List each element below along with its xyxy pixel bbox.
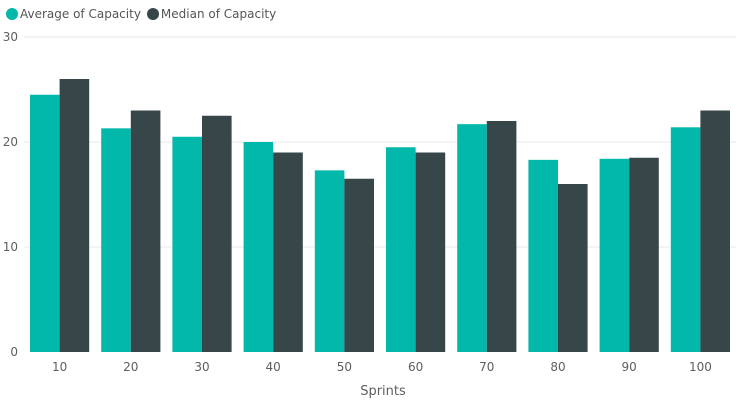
legend-item-median[interactable]: Median of Capacity: [146, 7, 277, 21]
bar-average-20[interactable]: [101, 128, 131, 352]
bar-average-40[interactable]: [243, 142, 274, 352]
bar-average-50[interactable]: [314, 170, 345, 352]
y-tick-label-10: 10: [3, 240, 18, 254]
y-axis-ticks: 0 10 20 30: [3, 30, 18, 359]
x-tick-label-30: 30: [194, 360, 209, 374]
bar-average-30[interactable]: [172, 136, 202, 352]
bar-median-60[interactable]: [415, 152, 446, 353]
bar-average-90[interactable]: [599, 158, 630, 352]
legend-dot-median: [146, 8, 159, 20]
bar-average-80[interactable]: [528, 159, 558, 352]
x-tick-label-70: 70: [479, 360, 494, 374]
legend: Average of Capacity Median of Capacity: [6, 5, 276, 23]
bar-average-70[interactable]: [457, 124, 487, 353]
bar-average-10[interactable]: [30, 94, 60, 352]
bar-average-100[interactable]: [670, 127, 701, 352]
bar-median-100[interactable]: [700, 110, 730, 353]
x-tick-label-50: 50: [337, 360, 352, 374]
y-tick-label-30: 30: [3, 30, 18, 44]
bar-median-30[interactable]: [202, 115, 232, 352]
bar-median-70[interactable]: [486, 121, 517, 352]
x-tick-label-80: 80: [550, 360, 565, 374]
x-tick-label-90: 90: [622, 360, 637, 374]
bar-average-60[interactable]: [386, 147, 416, 352]
legend-label-median: Median of Capacity: [160, 7, 277, 21]
legend-dot-average: [6, 8, 18, 20]
x-tick-label-100: 100: [689, 360, 712, 374]
legend-item-average[interactable]: Average of Capacity: [6, 7, 141, 21]
bars: [30, 79, 730, 353]
x-tick-label-20: 20: [123, 360, 138, 374]
bar-median-20[interactable]: [130, 110, 161, 353]
bar-median-90[interactable]: [629, 157, 659, 352]
bar-median-50[interactable]: [344, 178, 374, 352]
bar-median-80[interactable]: [558, 184, 588, 352]
legend-label-average: Average of Capacity: [20, 7, 141, 21]
x-axis-ticks: 10 20 30 40 50 60 70 80 90 100: [52, 360, 712, 374]
bar-median-10[interactable]: [59, 79, 90, 352]
x-axis-title: Sprints: [360, 384, 406, 399]
x-tick-label-40: 40: [266, 360, 281, 374]
x-tick-label-10: 10: [52, 360, 67, 374]
y-tick-label-0: 0: [10, 345, 18, 359]
x-tick-label-60: 60: [408, 360, 423, 374]
bar-median-40[interactable]: [273, 152, 303, 353]
y-tick-label-20: 20: [3, 135, 18, 149]
